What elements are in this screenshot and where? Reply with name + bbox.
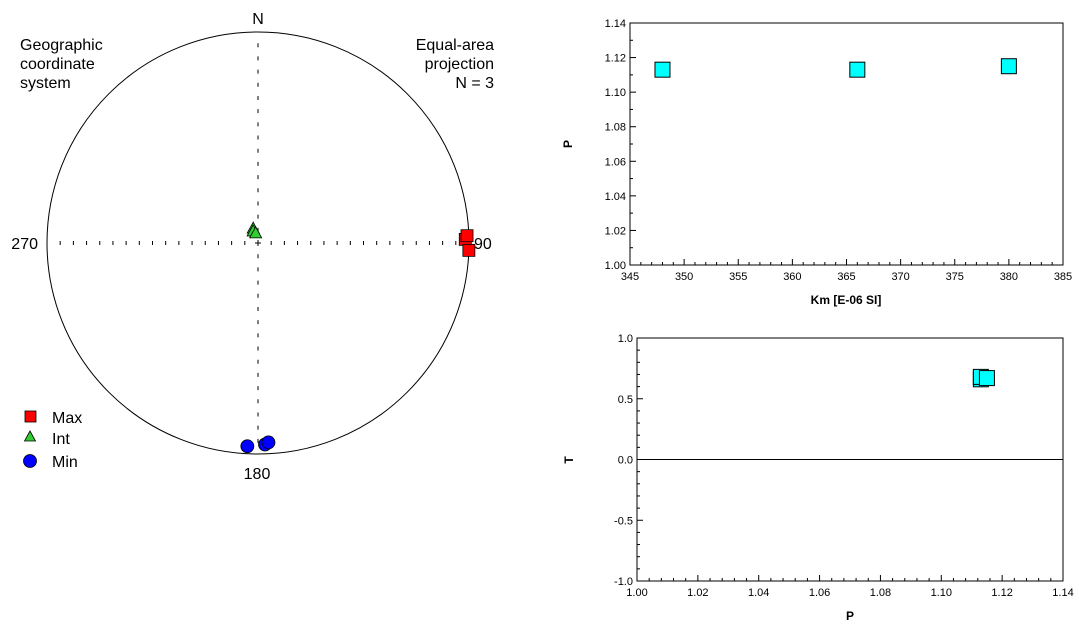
y-tick-label: 0.5 [618,394,633,406]
y-tick-label: 1.04 [605,191,626,203]
net-points [240,221,476,454]
t-vs-p-y-ticks: -1.0 -0.5 0.0 0.5 1.0 [614,333,643,588]
legend-max-label: Max [52,410,82,427]
data-point [849,61,866,78]
max-axis-point [462,243,476,257]
legend-int-marker [23,430,37,442]
x-tick-label: 375 [946,271,964,283]
x-tick-label: 1.12 [991,587,1012,599]
data-point [654,61,671,78]
y-tick-label: 1.12 [605,53,626,65]
t-vs-p-x-ticks: 1.00 1.02 1.04 1.06 1.08 1.10 1.12 1.14 [626,575,1074,599]
x-tick-label: 355 [729,271,747,283]
west-label: 270 [11,236,38,253]
data-point [978,370,995,387]
legend-int-label: Int [52,431,70,448]
t-vs-p-y-axis-label: T [562,456,576,464]
coordinate-system-line-1: Geographic [20,37,103,54]
x-tick-label: 360 [783,271,801,283]
t-vs-p-plot: 1.00 1.02 1.04 1.06 1.08 1.10 1.12 1.14 -1.0 -0.… [562,333,1074,623]
legend-min-marker [23,454,37,468]
south-label: 180 [244,466,271,483]
y-tick-label: 1.0 [618,333,633,345]
north-label: N [252,11,264,28]
y-tick-label: 1.00 [605,260,626,272]
coordinate-system-line-3: system [20,75,71,92]
p-vs-km-y-axis-label: P [561,140,575,148]
projection-line-1: Equal-area [416,37,494,54]
x-tick-label: 345 [621,271,639,283]
legend-min-label: Min [52,454,78,471]
t-vs-p-points [972,368,995,388]
min-axis-point [240,439,255,454]
x-tick-label: 365 [837,271,855,283]
p-vs-km-plot: 345 350 355 360 365 370 375 380 385 1.00 1.02 1.04… [561,18,1072,307]
y-tick-label: 1.10 [605,87,626,99]
p-vs-km-x-axis-label: Km [E-06 SI] [811,293,882,307]
data-point [1000,58,1017,75]
max-axis-point [460,229,474,243]
east-label: 90 [474,236,492,253]
x-tick-label: 385 [1054,271,1072,283]
int-axis-point [248,226,263,239]
y-tick-label: 0.0 [618,455,633,467]
min-axis-point [261,435,276,450]
x-tick-label: 1.00 [626,587,647,599]
x-tick-label: 1.14 [1052,587,1073,599]
t-vs-p-x-axis-label: P [846,609,854,623]
projection-line-3: N = 3 [455,75,494,92]
legend: Max Int Min [23,410,82,471]
x-tick-label: 1.10 [931,587,952,599]
y-tick-label: 1.06 [605,156,626,168]
x-tick-label: 1.08 [870,587,891,599]
p-vs-km-y-ticks: 1.00 1.02 1.04 1.06 1.08 1.10 1.12 1.14 [605,18,636,272]
y-tick-label: 1.14 [605,18,626,30]
coordinate-system-line-2: coordinate [20,56,95,73]
x-tick-label: 1.02 [687,587,708,599]
y-tick-label: -1.0 [614,576,633,588]
x-tick-label: 350 [675,271,693,283]
x-tick-label: 380 [1000,271,1018,283]
p-vs-km-x-ticks: 345 350 355 360 365 370 375 380 385 [621,259,1072,283]
p-vs-km-frame [629,22,1064,266]
x-tick-label: 1.06 [809,587,830,599]
projection-line-2: projection [425,56,494,73]
y-tick-label: -0.5 [614,515,633,527]
legend-max-marker [24,410,37,423]
stereonet-plot: N 90 180 270 Geographic coordinate syste… [11,11,494,483]
p-vs-km-points [654,58,1017,78]
net-ticks [59,43,457,443]
y-tick-label: 1.02 [605,225,626,237]
y-tick-label: 1.08 [605,122,626,134]
x-tick-label: 370 [891,271,909,283]
x-tick-label: 1.04 [748,587,769,599]
